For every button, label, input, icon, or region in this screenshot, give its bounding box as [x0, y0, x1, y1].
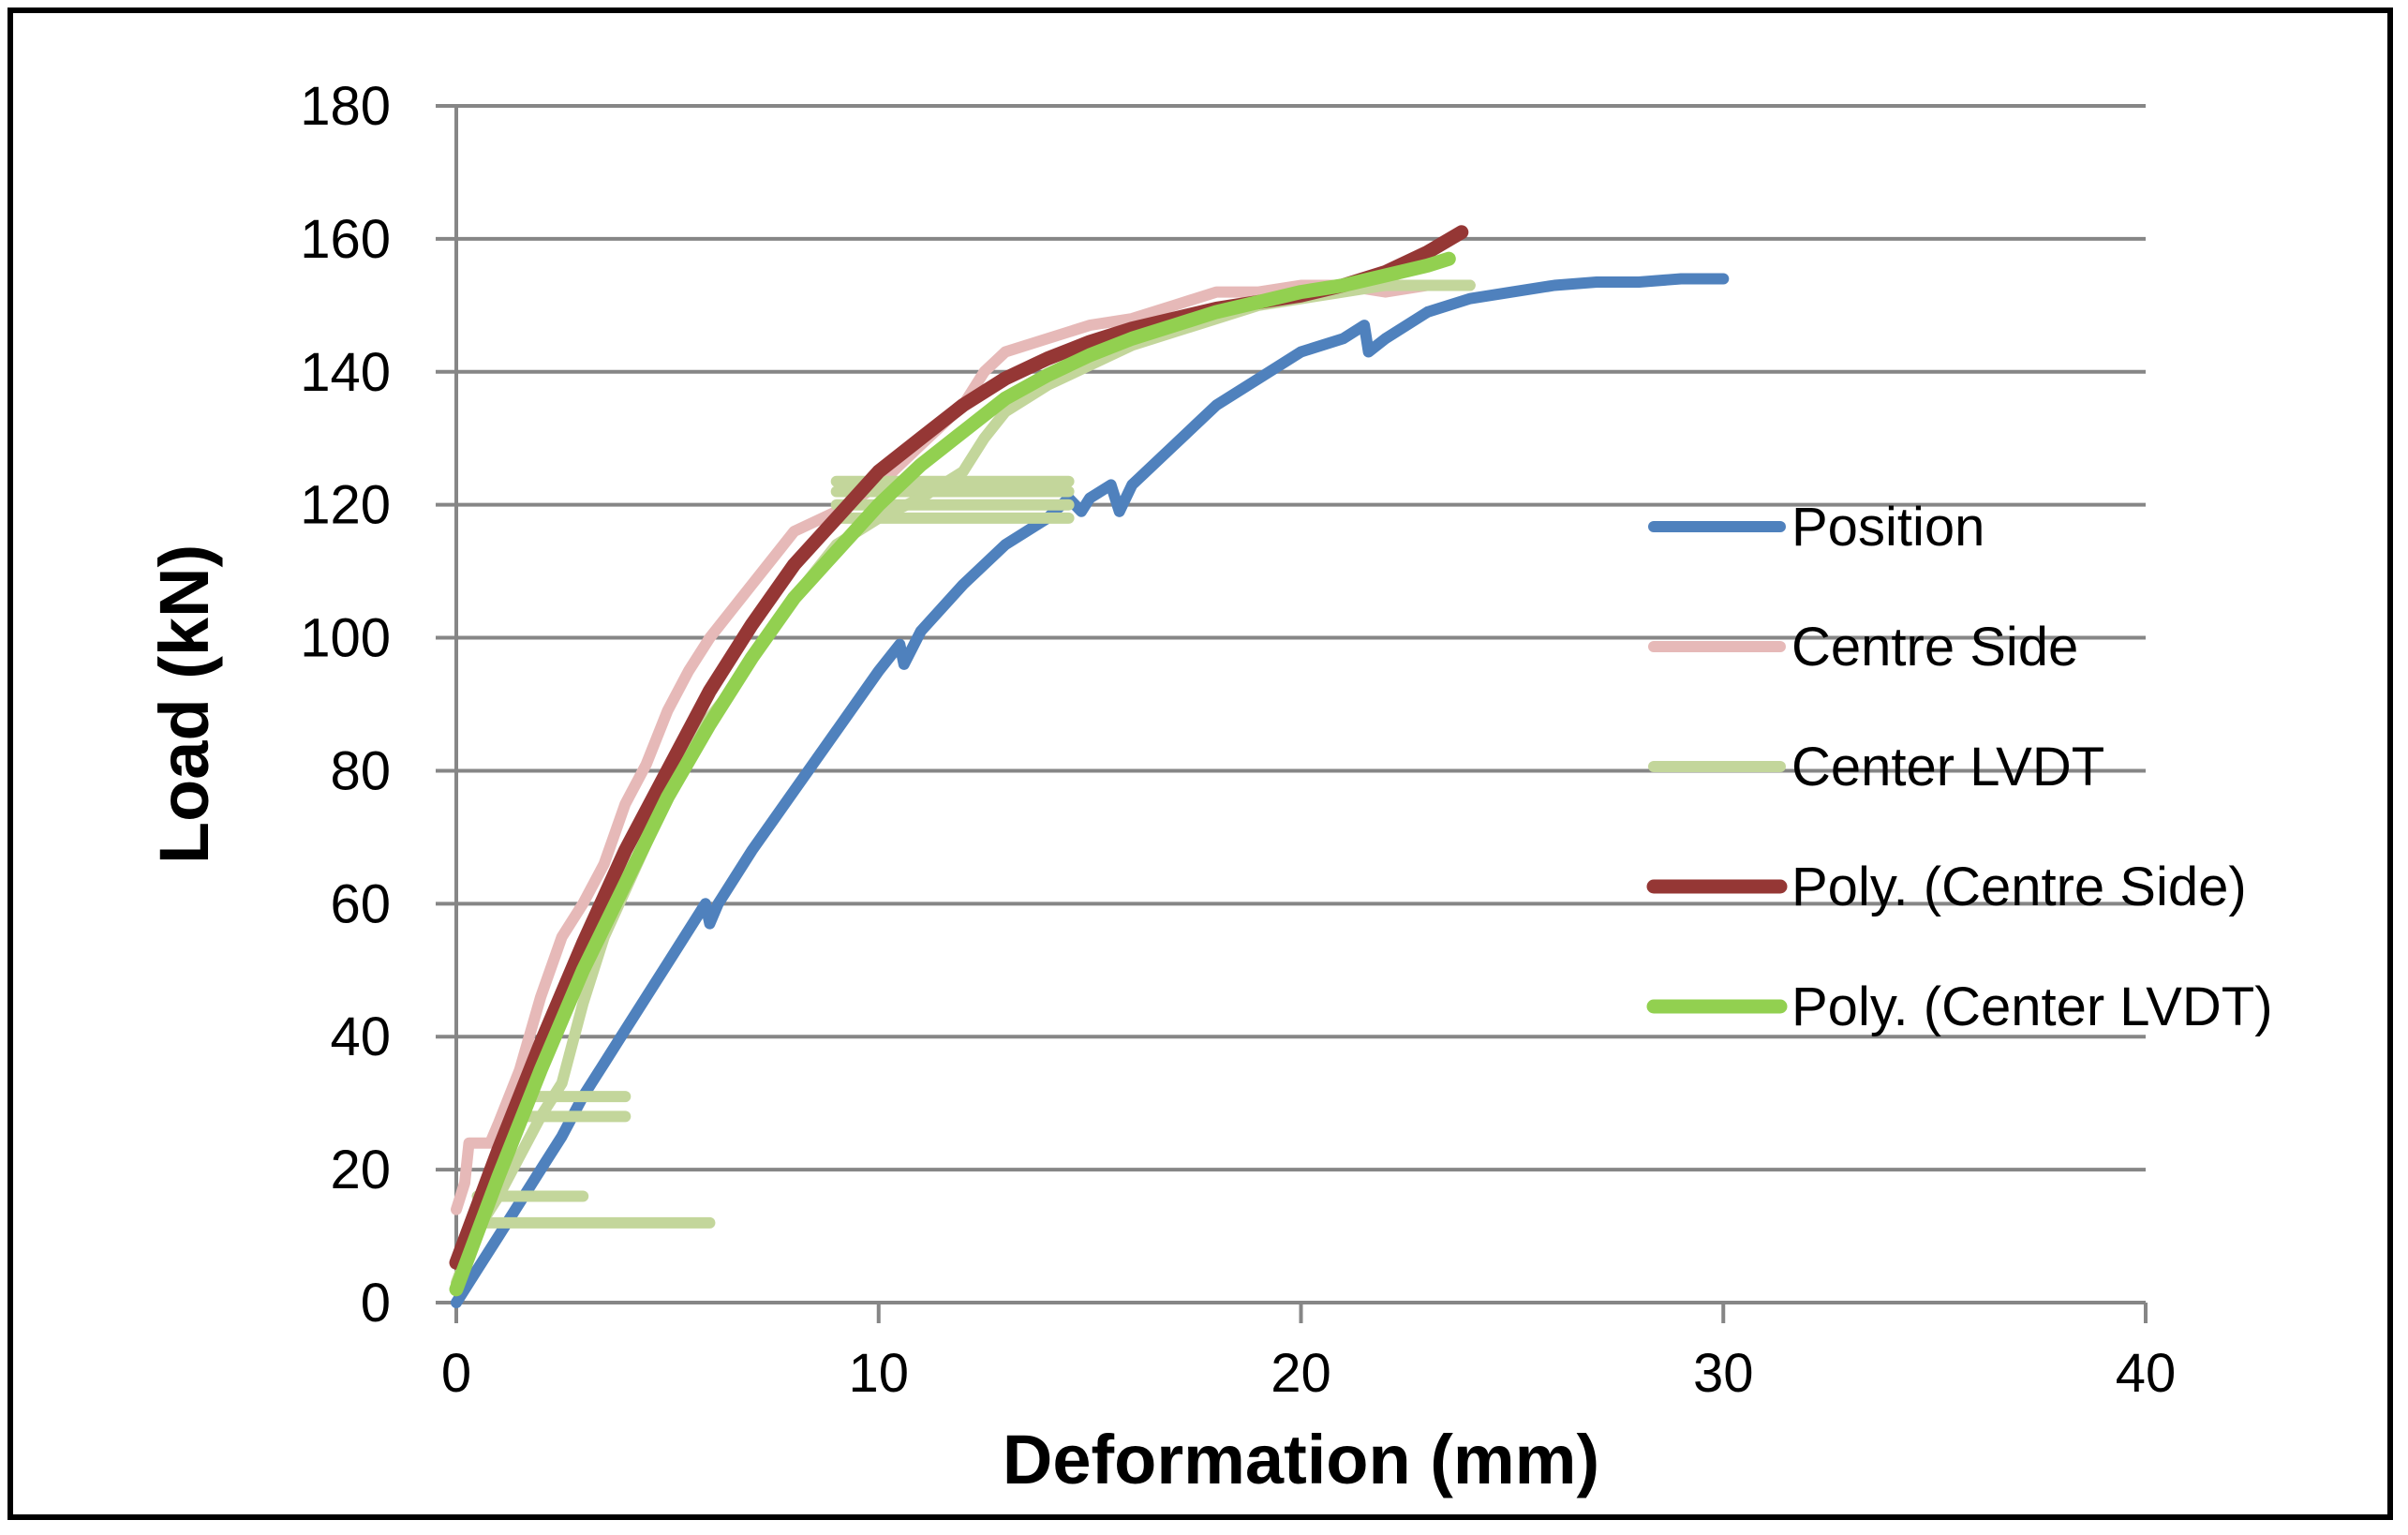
y-tick-label: 0	[361, 1273, 391, 1334]
legend: Position Centre Side Center LVDT Poly. (…	[1646, 497, 2273, 1037]
x-axis-title: Deformation (mm)	[1003, 1421, 1599, 1498]
legend-label-center-lvdt: Center LVDT	[1791, 737, 2104, 797]
series-lines	[449, 225, 1730, 1308]
y-tick-label: 60	[330, 873, 391, 934]
y-tick-label: 120	[300, 475, 391, 536]
legend-item-centre-side: Centre Side	[1648, 617, 2078, 678]
y-tick-label: 140	[300, 342, 391, 403]
legend-item-poly-center-lvdt: Poly. (Center LVDT)	[1646, 976, 2273, 1037]
legend-item-center-lvdt: Center LVDT	[1648, 737, 2104, 797]
legend-label-position: Position	[1791, 497, 1984, 558]
chart-frame	[7, 7, 2393, 1520]
tick-labels: 0 20 40 60 80 100 120 140 160 180 0 10 20 30 40	[300, 76, 2176, 1404]
legend-item-position: Position	[1648, 497, 1984, 558]
gridlines	[436, 104, 2146, 1172]
y-tick-label: 100	[300, 608, 391, 669]
x-tick-label: 30	[1693, 1343, 1754, 1404]
legend-item-poly-centre-side: Poly. (Centre Side)	[1646, 857, 2247, 917]
axes	[436, 106, 2148, 1323]
legend-label-centre-side: Centre Side	[1791, 617, 2078, 678]
y-tick-label: 180	[300, 76, 391, 137]
y-axis-title: Load (kN)	[145, 544, 223, 864]
y-tick-label: 160	[300, 209, 391, 270]
x-tick-label: 20	[1271, 1343, 1331, 1404]
y-tick-label: 20	[330, 1140, 391, 1200]
series-line-centre-side	[451, 279, 1476, 1215]
y-tick-label: 40	[330, 1006, 391, 1067]
y-tick-label: 80	[330, 740, 391, 801]
legend-label-poly-center-lvdt: Poly. (Center LVDT)	[1791, 976, 2273, 1037]
x-tick-label: 40	[2116, 1343, 2177, 1404]
series-line-poly-centre-side	[449, 225, 1469, 1270]
x-tick-label: 0	[441, 1343, 471, 1404]
series-line-position	[451, 273, 1730, 1308]
series-line-poly-center-lvdt	[449, 251, 1456, 1297]
x-tick-label: 10	[848, 1343, 909, 1404]
legend-label-poly-centre-side: Poly. (Centre Side)	[1791, 857, 2247, 917]
